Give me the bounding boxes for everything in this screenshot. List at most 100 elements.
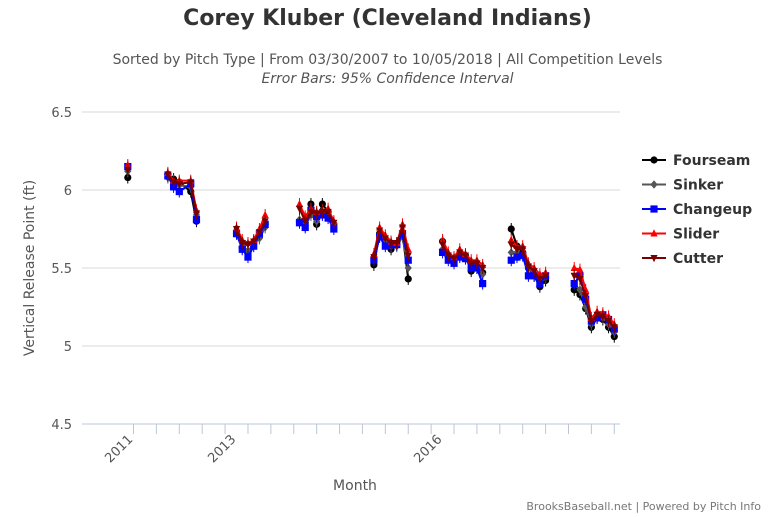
data-point-cutter <box>232 226 241 234</box>
credits-text: BrooksBaseball.net | Powered by Pitch In… <box>526 500 761 513</box>
series-changeup <box>124 160 618 335</box>
data-point-cutter <box>387 240 395 248</box>
data-point-cutter <box>570 272 578 280</box>
data-point-cutter <box>324 208 332 217</box>
data-point-cutter <box>467 260 475 268</box>
data-point-cutter <box>450 255 458 263</box>
data-point-changeup <box>479 280 487 288</box>
y-tick-label: 5.5 <box>51 262 72 277</box>
data-point-changeup <box>381 242 389 250</box>
x-axis-title: Month <box>333 478 377 494</box>
data-point-fourseam <box>507 225 515 233</box>
legend-label: Slider <box>673 227 719 243</box>
data-point-cutter <box>295 205 304 213</box>
legend-label: Sinker <box>673 178 723 194</box>
data-point-cutter <box>398 224 407 232</box>
data-point-sinker <box>507 248 515 257</box>
data-point-changeup <box>398 230 407 238</box>
data-point-cutter <box>330 219 338 227</box>
chart-title: Corey Kluber (Cleveland Indians) <box>183 6 592 31</box>
data-point-cutter <box>313 210 321 218</box>
legend-item-changeup[interactable]: Changeup <box>642 202 752 218</box>
legend-item-slider[interactable]: Slider <box>642 227 719 243</box>
data-point-cutter <box>175 180 183 188</box>
data-point-cutter <box>587 318 595 326</box>
data-point-fourseam <box>318 200 326 208</box>
data-point-fourseam <box>124 173 132 182</box>
data-point-cutter <box>393 240 401 248</box>
legend-item-sinker[interactable]: Sinker <box>642 178 723 194</box>
data-point-cutter <box>261 218 269 226</box>
data-point-cutter <box>507 241 515 249</box>
x-tick-label: 2013 <box>205 432 239 466</box>
x-tick-label: 2011 <box>102 432 136 466</box>
data-point-changeup <box>330 225 338 233</box>
legend-marker <box>650 180 658 189</box>
data-point-changeup <box>570 280 578 288</box>
data-point-cutter <box>473 260 481 268</box>
y-axis-title: Vertical Release Point (ft) <box>22 180 38 356</box>
y-tick-label: 4.5 <box>51 418 72 433</box>
x-tick-label: 2016 <box>411 432 445 466</box>
grid-lines <box>82 111 620 425</box>
data-point-changeup <box>175 187 183 196</box>
data-point-changeup <box>295 219 304 227</box>
data-point-changeup <box>524 272 533 280</box>
data-point-sinker <box>576 285 584 295</box>
data-point-changeup <box>301 223 309 232</box>
data-point-cutter <box>301 218 309 226</box>
data-point-cutter <box>187 179 195 187</box>
series-group <box>124 159 618 343</box>
data-point-cutter <box>610 324 618 332</box>
chart-subtitle: Sorted by Pitch Type | From 03/30/2007 t… <box>112 52 663 68</box>
data-point-sinker <box>582 302 590 312</box>
y-tick-label: 6 <box>64 184 72 199</box>
series-cutter <box>124 163 618 334</box>
data-point-cutter <box>250 238 258 246</box>
legend: Fourseam Sinker Changeup Slider Cutter <box>642 153 752 267</box>
legend-marker <box>650 255 658 263</box>
series-sinker <box>124 165 618 338</box>
data-point-slider <box>570 263 578 271</box>
legend-label: Changeup <box>673 202 752 218</box>
legend-label: Fourseam <box>673 153 750 169</box>
data-point-slider <box>576 265 584 273</box>
legend-marker <box>650 229 658 237</box>
legend-item-cutter[interactable]: Cutter <box>642 251 723 267</box>
data-point-cutter <box>456 249 464 257</box>
data-point-cutter <box>438 241 447 249</box>
data-point-changeup <box>238 245 246 253</box>
data-point-cutter <box>192 210 201 218</box>
y-tick-label: 6.5 <box>51 106 72 121</box>
data-point-changeup <box>519 251 527 260</box>
data-point-cutter <box>541 272 550 280</box>
data-point-cutter <box>593 311 601 319</box>
data-point-cutter <box>536 275 544 284</box>
data-point-changeup <box>438 248 447 256</box>
data-point-cutter <box>519 246 527 254</box>
data-point-cutter <box>479 265 487 273</box>
data-point-changeup <box>513 253 521 261</box>
data-point-changeup <box>376 233 384 241</box>
legend-marker <box>650 156 658 164</box>
data-point-changeup <box>244 253 252 261</box>
data-point-cutter <box>582 293 590 301</box>
data-point-fourseam <box>404 275 412 283</box>
data-point-fourseam <box>570 286 578 294</box>
data-point-cutter <box>381 235 389 243</box>
data-point-cutter <box>513 246 521 254</box>
y-axis: 6.5 6 5.5 5 4.5 <box>51 106 72 433</box>
chart-subtitle-error-bars: Error Bars: 95% Confidence Interval <box>261 71 514 87</box>
data-point-cutter <box>307 208 315 217</box>
data-point-cutter <box>576 275 584 284</box>
data-point-cutter <box>238 240 246 248</box>
data-point-cutter <box>404 252 412 260</box>
legend-label: Cutter <box>673 251 723 267</box>
data-point-cutter <box>530 268 538 276</box>
legend-item-fourseam[interactable]: Fourseam <box>642 153 750 169</box>
data-point-cutter <box>164 171 172 179</box>
data-point-sinker <box>404 263 412 273</box>
data-point-cutter <box>244 241 252 249</box>
data-point-changeup <box>192 216 201 224</box>
